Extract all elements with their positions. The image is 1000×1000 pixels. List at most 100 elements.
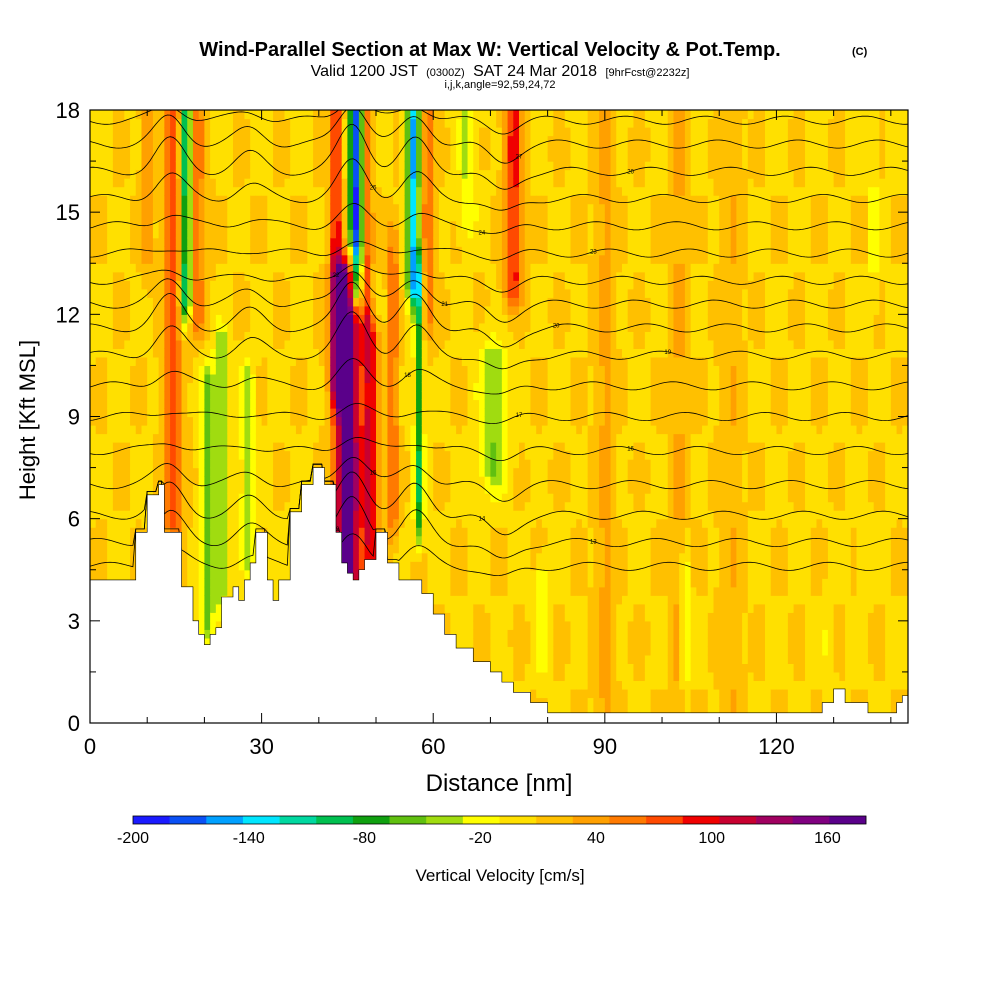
velocity-cell bbox=[478, 169, 486, 179]
velocity-cell bbox=[192, 586, 200, 596]
velocity-cell bbox=[347, 186, 354, 196]
velocity-cell bbox=[461, 467, 469, 477]
velocity-cell bbox=[387, 288, 394, 298]
velocity-cell bbox=[404, 467, 411, 477]
velocity-cell bbox=[404, 339, 411, 349]
velocity-cell bbox=[215, 220, 223, 230]
velocity-cell bbox=[393, 297, 400, 307]
velocity-cell bbox=[358, 263, 366, 273]
velocity-cell bbox=[450, 620, 457, 630]
velocity-cell bbox=[404, 237, 411, 247]
velocity-cell bbox=[341, 510, 349, 520]
velocity-cell bbox=[250, 339, 257, 349]
velocity-cell bbox=[347, 237, 354, 247]
velocity-cell bbox=[393, 339, 400, 349]
velocity-cell bbox=[478, 365, 486, 375]
velocity-cell bbox=[124, 195, 131, 205]
velocity-cell bbox=[461, 382, 469, 392]
velocity-cell bbox=[376, 510, 383, 520]
velocity-cell bbox=[101, 229, 108, 239]
velocity-cell bbox=[204, 212, 211, 222]
velocity-cell bbox=[341, 280, 349, 290]
velocity-cell bbox=[427, 135, 434, 145]
velocity-cell bbox=[398, 178, 406, 188]
velocity-cell bbox=[273, 237, 280, 247]
velocity-cell bbox=[398, 373, 406, 384]
velocity-cell bbox=[187, 459, 194, 469]
velocity-cell bbox=[456, 637, 463, 647]
velocity-cell bbox=[478, 450, 486, 460]
velocity-cell bbox=[233, 535, 240, 545]
velocity-cell bbox=[427, 220, 434, 230]
velocity-cell bbox=[461, 229, 469, 239]
velocity-cell bbox=[261, 152, 268, 162]
velocity-cell bbox=[313, 433, 320, 443]
velocity-cell bbox=[210, 322, 217, 332]
velocity-cell bbox=[358, 493, 366, 503]
velocity-cell bbox=[387, 450, 394, 460]
velocity-cell bbox=[192, 135, 200, 145]
velocity-cell bbox=[227, 467, 234, 477]
velocity-cell bbox=[404, 322, 411, 332]
velocity-cell bbox=[221, 305, 228, 315]
velocity-cell bbox=[267, 501, 274, 511]
velocity-cell bbox=[181, 127, 188, 137]
velocity-cell bbox=[473, 416, 480, 426]
velocity-cell bbox=[341, 407, 349, 418]
velocity-cell bbox=[387, 322, 394, 332]
velocity-cell bbox=[238, 339, 246, 349]
velocity-cell bbox=[284, 501, 291, 511]
velocity-cell bbox=[456, 399, 463, 409]
velocity-cell bbox=[473, 186, 480, 196]
velocity-cell bbox=[461, 399, 469, 409]
velocity-cell bbox=[473, 459, 480, 469]
velocity-cell bbox=[301, 169, 308, 179]
velocity-cell bbox=[101, 433, 108, 443]
velocity-cell bbox=[284, 425, 291, 435]
velocity-cell bbox=[238, 203, 246, 213]
velocity-cell bbox=[107, 425, 114, 435]
velocity-cell bbox=[307, 382, 314, 392]
velocity-cell bbox=[387, 212, 394, 222]
velocity-cell bbox=[461, 629, 469, 639]
velocity-cell bbox=[164, 237, 171, 247]
velocity-cell bbox=[147, 152, 154, 162]
velocity-cell bbox=[335, 433, 343, 443]
velocity-cell bbox=[124, 263, 131, 273]
velocity-cell bbox=[95, 263, 103, 273]
velocity-cell bbox=[467, 271, 474, 281]
velocity-cell bbox=[181, 416, 188, 426]
velocity-cell bbox=[141, 178, 148, 188]
velocity-cell bbox=[358, 254, 366, 264]
velocity-cell bbox=[450, 390, 457, 401]
velocity-cell bbox=[175, 169, 183, 179]
velocity-cell bbox=[450, 152, 457, 162]
velocity-cell bbox=[152, 144, 160, 154]
velocity-cell bbox=[381, 433, 389, 443]
velocity-cell bbox=[135, 407, 143, 418]
velocity-cell bbox=[95, 186, 103, 196]
velocity-cell bbox=[278, 365, 286, 375]
velocity-cell bbox=[90, 518, 97, 528]
velocity-cell bbox=[147, 271, 154, 281]
velocity-cell bbox=[473, 373, 480, 384]
velocity-cell bbox=[456, 254, 463, 264]
velocity-cell bbox=[90, 493, 97, 503]
velocity-cell bbox=[427, 263, 434, 273]
velocity-cell bbox=[130, 280, 137, 290]
velocity-cell bbox=[404, 459, 411, 469]
velocity-cell bbox=[295, 416, 303, 426]
velocity-cell bbox=[175, 254, 183, 264]
velocity-cell bbox=[124, 135, 131, 145]
velocity-cell bbox=[376, 450, 383, 460]
velocity-cell bbox=[210, 254, 217, 264]
velocity-cell bbox=[255, 527, 263, 537]
velocity-cell bbox=[335, 373, 343, 384]
velocity-cell bbox=[273, 433, 280, 443]
velocity-cell bbox=[204, 561, 211, 571]
velocity-cell bbox=[135, 305, 143, 315]
velocity-cell bbox=[456, 561, 463, 571]
velocity-cell bbox=[467, 518, 474, 528]
velocity-cell bbox=[416, 552, 423, 562]
velocity-cell bbox=[473, 348, 480, 358]
